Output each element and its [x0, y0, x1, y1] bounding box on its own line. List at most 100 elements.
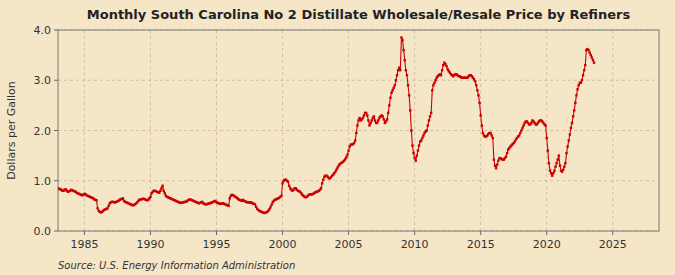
point-marker — [321, 182, 323, 184]
grid-line-x — [348, 30, 349, 231]
point-marker — [551, 175, 553, 177]
point-marker — [270, 204, 272, 206]
point-marker — [420, 139, 422, 141]
point-marker — [590, 54, 592, 56]
point-marker — [388, 104, 390, 106]
point-marker — [358, 117, 360, 119]
point-marker — [475, 84, 477, 86]
grid-line-x — [84, 30, 85, 231]
point-marker — [107, 205, 109, 207]
point-marker — [429, 115, 431, 117]
point-marker — [377, 119, 379, 121]
point-marker — [281, 182, 283, 184]
grid-line-y — [58, 130, 659, 131]
source-note: Source: U.S. Energy Information Administ… — [58, 260, 295, 271]
point-marker — [229, 197, 231, 199]
point-marker — [354, 139, 356, 141]
grid-line-x — [480, 30, 481, 231]
point-marker — [562, 168, 564, 170]
y-tick-label: 3.0 — [34, 74, 52, 87]
point-marker — [401, 39, 403, 41]
point-marker — [106, 207, 108, 209]
x-tick-label: 2025 — [599, 238, 627, 251]
point-marker — [428, 119, 430, 121]
point-marker — [583, 69, 585, 71]
point-marker — [373, 115, 375, 117]
point-marker — [95, 199, 97, 201]
y-tick — [54, 180, 58, 181]
point-marker — [588, 51, 590, 53]
grid-line-x — [282, 30, 283, 231]
point-marker — [369, 122, 371, 124]
point-marker — [162, 190, 164, 192]
point-marker — [287, 181, 289, 183]
x-tick-label: 2020 — [533, 238, 561, 251]
point-marker — [479, 114, 481, 116]
point-marker — [363, 114, 365, 116]
grid-line-x — [414, 30, 415, 231]
point-marker — [566, 145, 568, 147]
point-marker — [519, 132, 521, 134]
point-marker — [254, 203, 256, 205]
plot-frame — [58, 30, 659, 231]
point-marker — [346, 153, 348, 155]
point-marker — [478, 102, 480, 104]
point-marker — [227, 205, 229, 207]
point-marker — [550, 172, 552, 174]
point-marker — [432, 84, 434, 86]
point-marker — [96, 207, 98, 209]
point-marker — [322, 179, 324, 181]
point-marker — [441, 69, 443, 71]
point-marker — [427, 124, 429, 126]
point-marker — [387, 112, 389, 114]
point-marker — [577, 84, 579, 86]
point-marker — [544, 124, 546, 126]
y-tick — [54, 80, 58, 81]
point-marker — [404, 59, 406, 61]
x-tick-label: 1990 — [136, 238, 164, 251]
y-tick-label: 0.0 — [34, 225, 52, 238]
x-tick — [480, 231, 481, 235]
x-tick — [348, 231, 349, 235]
grid-line-y — [58, 180, 659, 181]
point-marker — [164, 192, 166, 194]
point-marker — [159, 190, 161, 192]
point-marker — [426, 129, 428, 131]
point-marker — [434, 79, 436, 81]
point-marker — [417, 149, 419, 151]
point-marker — [572, 115, 574, 117]
point-marker — [407, 84, 409, 86]
point-marker — [405, 69, 407, 71]
point-marker — [386, 118, 388, 120]
point-marker — [430, 112, 432, 114]
point-marker — [122, 197, 124, 199]
point-marker — [570, 127, 572, 129]
point-marker — [366, 114, 368, 116]
x-tick — [612, 231, 613, 235]
point-marker — [445, 65, 447, 67]
point-marker — [521, 127, 523, 129]
point-marker — [382, 115, 384, 117]
point-marker — [592, 59, 594, 61]
point-marker — [493, 158, 495, 160]
point-marker — [558, 154, 560, 156]
point-marker — [587, 49, 589, 51]
point-marker — [573, 109, 575, 111]
point-marker — [402, 49, 404, 51]
axes: 0.01.02.03.04.01985199019952000200520102… — [34, 24, 660, 251]
chart-svg: 0.01.02.03.04.01985199019952000200520102… — [0, 0, 675, 275]
y-tick-label: 4.0 — [34, 24, 52, 37]
point-marker — [574, 102, 576, 104]
point-marker — [288, 185, 290, 187]
point-marker — [490, 134, 492, 136]
point-marker — [415, 159, 417, 161]
point-marker — [563, 165, 565, 167]
point-marker — [547, 149, 549, 151]
x-tick — [150, 231, 151, 235]
point-marker — [492, 137, 494, 139]
point-marker — [394, 84, 396, 86]
x-tick-label: 2010 — [401, 238, 429, 251]
point-marker — [557, 158, 559, 160]
point-marker — [389, 97, 391, 99]
x-tick-label: 2015 — [467, 238, 495, 251]
